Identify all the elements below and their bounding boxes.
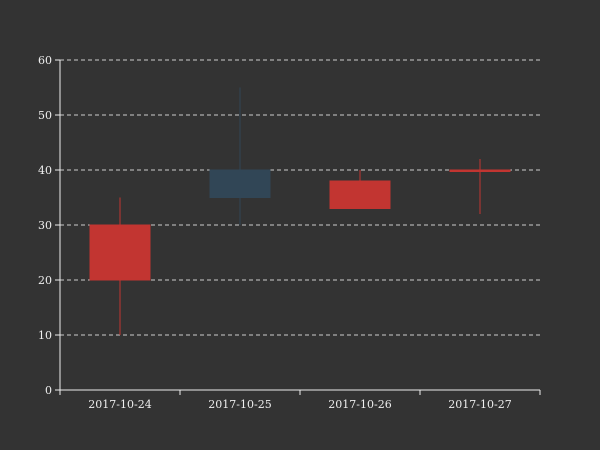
axes: [55, 59, 541, 395]
y-tick-label: 10: [38, 329, 52, 342]
y-tick-label: 30: [38, 219, 52, 232]
y-tick-label: 20: [38, 274, 52, 287]
x-tick-label: 2017-10-25: [208, 398, 271, 411]
y-tick-label: 50: [38, 109, 52, 122]
y-tick-label: 60: [38, 54, 52, 67]
candle-body: [89, 224, 151, 281]
candle: [329, 170, 391, 209]
candle-body: [209, 169, 271, 198]
candles: [89, 87, 511, 335]
tick-labels: 0 10 20 30 40 50 60 2017-10-24 2017-10-25 2017-10…: [38, 54, 512, 411]
x-tick-label: 2017-10-26: [328, 398, 391, 411]
candle: [209, 87, 271, 225]
candle-body: [449, 169, 511, 172]
y-tick-label: 40: [38, 164, 52, 177]
x-tick-label: 2017-10-27: [448, 398, 511, 411]
candle: [449, 159, 511, 214]
grid-lines: [60, 59, 540, 336]
candle: [89, 197, 151, 335]
candle-body: [329, 180, 391, 209]
x-tick-label: 2017-10-24: [88, 398, 151, 411]
y-tick-label: 0: [45, 384, 52, 397]
